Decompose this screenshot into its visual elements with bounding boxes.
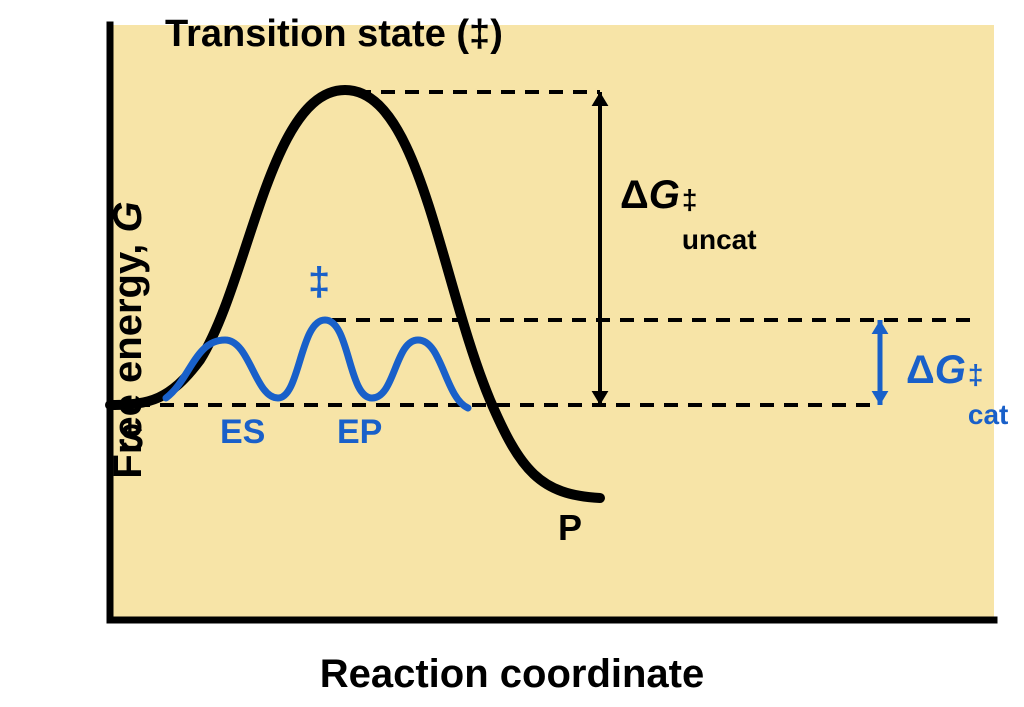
double-dagger-label: ‡ (308, 262, 330, 302)
diagram-stage: Free energy, G Reaction coordinate Trans… (0, 0, 1024, 707)
x-axis-title: Reaction coordinate (0, 652, 1024, 697)
es-complex-label: ES (220, 415, 265, 449)
product-label: P (558, 510, 582, 546)
transition-state-title: Transition state (‡) (165, 15, 503, 53)
delta-g-uncat-label: ΔG‡uncat (620, 175, 680, 215)
ep-complex-label: EP (337, 415, 382, 449)
energy-diagram-svg (0, 0, 1024, 707)
delta-g-cat-label: ΔG‡cat (906, 350, 966, 390)
substrate-label: S (120, 420, 144, 456)
plot-background (110, 25, 994, 620)
